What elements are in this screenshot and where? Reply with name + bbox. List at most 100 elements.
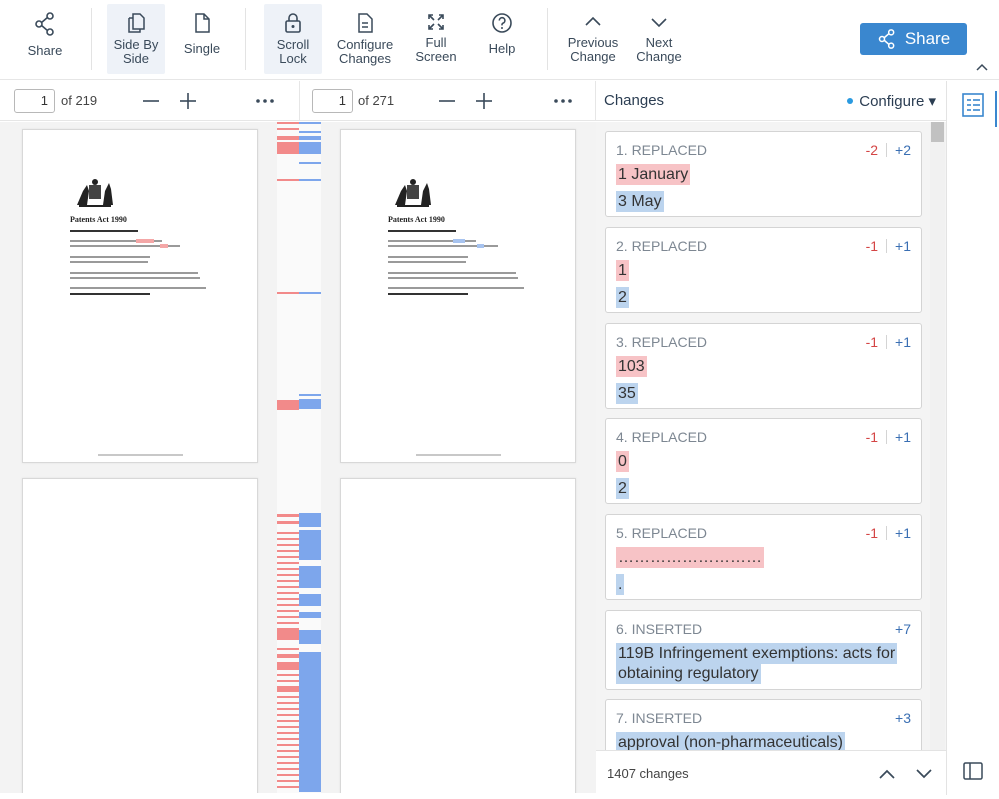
toolbar: Share Side By Side Single Scroll Lock Co… xyxy=(0,0,999,80)
left-page-1: Patents Act 1990 xyxy=(22,129,258,463)
text-line xyxy=(70,240,162,242)
text-line xyxy=(70,272,198,274)
change-map[interactable] xyxy=(277,122,321,793)
text-line xyxy=(70,230,138,232)
change-counts: -1 +1 xyxy=(866,238,911,254)
more-icon[interactable] xyxy=(553,91,573,111)
inserted-count: +1 xyxy=(895,525,911,541)
left-doc-header: 1 of 219 xyxy=(0,81,300,121)
right-page-title: Patents Act 1990 xyxy=(388,215,445,224)
side-by-side-icon xyxy=(128,13,145,33)
scrollbar-thumb[interactable] xyxy=(931,122,944,142)
minus-icon[interactable] xyxy=(437,91,457,111)
configure-changes-label: Configure Changes xyxy=(336,37,394,66)
changes-list-icon[interactable] xyxy=(961,92,987,118)
full-screen-icon xyxy=(428,14,444,30)
change-counts: -2 +2 xyxy=(866,142,911,158)
text-line xyxy=(388,277,518,279)
next-change-button[interactable]: Next Change xyxy=(632,4,686,74)
share-icon xyxy=(878,29,895,49)
right-page-1: Patents Act 1990 xyxy=(340,129,576,463)
change-type: 2. REPLACED xyxy=(616,238,708,254)
deleted-text: 0 xyxy=(616,451,629,472)
plus-icon[interactable] xyxy=(178,91,198,111)
text-line xyxy=(388,261,466,263)
left-page-title: Patents Act 1990 xyxy=(70,215,127,224)
text-line xyxy=(70,287,206,289)
text-line xyxy=(388,287,524,289)
text-line xyxy=(70,293,150,295)
scroll-lock-button[interactable]: Scroll Lock xyxy=(264,4,322,74)
change-counts: +3 xyxy=(895,710,911,726)
left-document-pane[interactable]: Patents Act 1990 xyxy=(0,122,277,793)
deleted-count: -1 xyxy=(865,429,879,445)
change-type: 4. REPLACED xyxy=(616,429,708,445)
deleted-count: -1 xyxy=(865,525,879,541)
change-card[interactable]: 4. REPLACED -1 +1 0 2 xyxy=(605,418,922,504)
change-card[interactable]: 7. INSERTED +3 approval (non-pharmaceuti… xyxy=(605,699,922,750)
change-card[interactable]: 6. INSERTED +7 119B Infringement exempti… xyxy=(605,610,922,690)
right-page-count: of 271 xyxy=(358,93,395,108)
left-page-2 xyxy=(22,478,258,793)
minus-icon[interactable] xyxy=(141,91,161,111)
inserted-text: . xyxy=(616,574,625,595)
side-by-side-button[interactable]: Side By Side xyxy=(107,4,165,74)
help-button[interactable]: Help xyxy=(477,4,527,74)
inserted-text: approval (non-pharmaceuticals) xyxy=(616,732,845,750)
panel-toggle-icon[interactable] xyxy=(962,761,984,781)
inserted-count: +2 xyxy=(895,142,911,158)
collapse-toolbar-icon[interactable] xyxy=(975,62,989,72)
deleted-highlight xyxy=(136,239,154,243)
inserted-highlight xyxy=(477,244,484,248)
deleted-text: 1 xyxy=(616,260,629,281)
chevron-down-icon[interactable] xyxy=(914,765,934,783)
single-button[interactable]: Single xyxy=(176,4,228,74)
full-screen-label: Full Screen xyxy=(415,35,457,64)
change-card[interactable]: 1. REPLACED -2 +2 1 January 3 May xyxy=(605,131,922,217)
right-page-2 xyxy=(340,478,576,793)
change-counts: -1 +1 xyxy=(866,525,911,541)
full-screen-button[interactable]: Full Screen xyxy=(408,4,464,74)
changes-list[interactable]: 1. REPLACED -2 +2 1 January 3 May 2. REP… xyxy=(596,122,946,750)
text-line xyxy=(388,256,468,258)
status-dot xyxy=(847,98,854,104)
deleted-count: -1 xyxy=(865,238,879,254)
inserted-text: obtaining regulatory xyxy=(616,663,761,684)
left-page-input[interactable]: 1 xyxy=(14,89,55,113)
text-line xyxy=(388,293,468,295)
share-toolbar-button[interactable]: Share xyxy=(14,4,76,74)
deleted-text: 103 xyxy=(616,356,647,377)
chevron-up-icon[interactable] xyxy=(877,765,897,783)
deleted-text: ……………………… xyxy=(616,547,764,568)
toolbar-divider xyxy=(91,8,92,70)
change-counts: -1 +1 xyxy=(866,334,911,350)
left-page-count: of 219 xyxy=(61,93,98,108)
deleted-highlight xyxy=(160,244,168,248)
changes-title: Changes xyxy=(604,92,665,109)
change-card[interactable]: 3. REPLACED -1 +1 103 35 xyxy=(605,323,922,409)
coat-of-arms-logo xyxy=(395,179,431,207)
configure-dropdown[interactable]: Configure ▾ xyxy=(847,92,936,110)
text-line xyxy=(70,277,200,279)
changes-scrollbar[interactable] xyxy=(930,122,945,750)
change-type: 7. INSERTED xyxy=(616,710,703,726)
right-page-input[interactable]: 1 xyxy=(312,89,353,113)
text-line xyxy=(388,230,456,232)
inserted-count: +1 xyxy=(895,238,911,254)
plus-icon[interactable] xyxy=(474,91,494,111)
rail-active-indicator xyxy=(995,91,997,127)
inserted-text: 3 May xyxy=(616,191,664,212)
change-counts: +7 xyxy=(895,621,911,637)
configure-changes-button[interactable]: Configure Changes xyxy=(333,4,397,74)
lock-icon xyxy=(285,13,301,33)
change-card[interactable]: 5. REPLACED -1 +1 ……………………… . xyxy=(605,514,922,600)
right-document-pane[interactable]: Patents Act 1990 xyxy=(321,122,596,793)
share-button-label: Share xyxy=(904,29,951,48)
previous-change-button[interactable]: Previous Change xyxy=(563,4,623,74)
change-card[interactable]: 2. REPLACED -1 +1 1 2 xyxy=(605,227,922,313)
share-button[interactable]: Share xyxy=(860,23,967,55)
deleted-text: 1 January xyxy=(616,164,691,185)
more-icon[interactable] xyxy=(255,91,275,111)
next-change-label: Next Change xyxy=(636,35,682,64)
